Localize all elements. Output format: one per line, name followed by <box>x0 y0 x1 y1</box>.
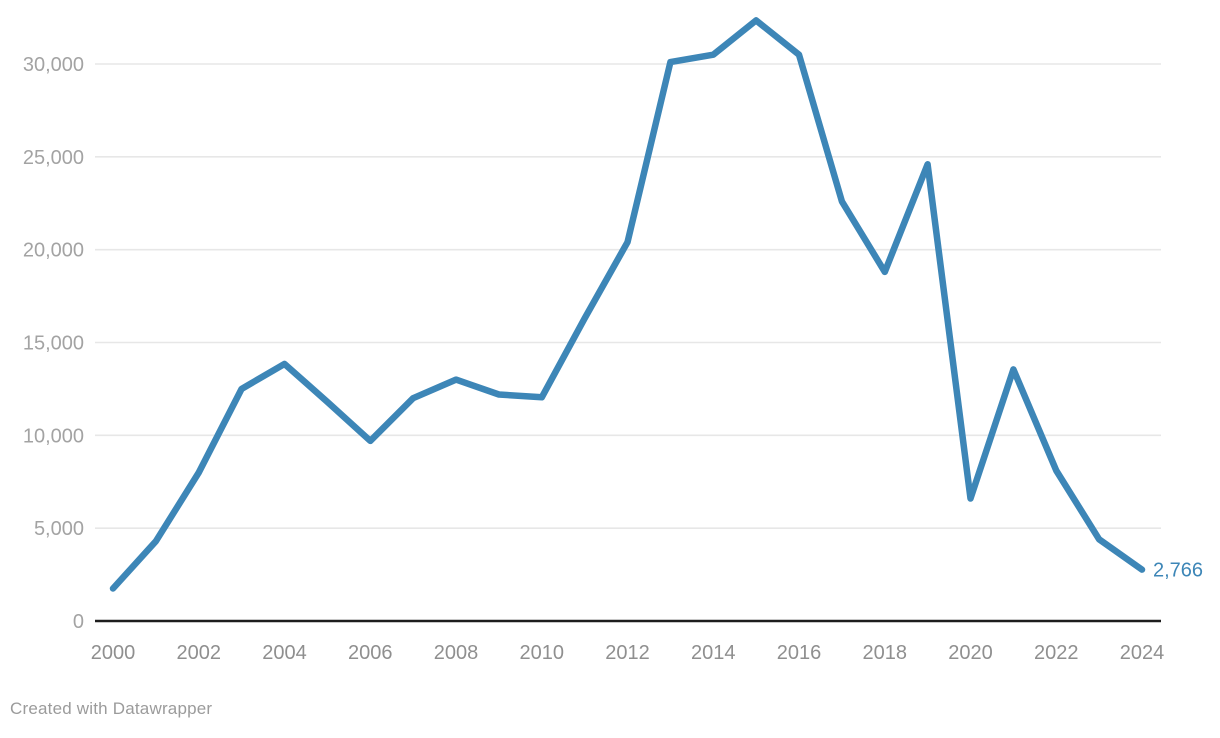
x-tick-label: 2002 <box>177 642 222 664</box>
y-tick-label: 10,000 <box>23 425 84 447</box>
end-value-label: 2,766 <box>1153 560 1203 582</box>
y-tick-label: 5,000 <box>34 518 84 540</box>
y-tick-label: 0 <box>73 611 84 633</box>
x-tick-label: 2014 <box>691 642 736 664</box>
x-tick-label: 2006 <box>348 642 393 664</box>
x-tick-label: 2016 <box>777 642 822 664</box>
x-tick-label: 2024 <box>1120 642 1165 664</box>
y-tick-label: 25,000 <box>23 147 84 169</box>
x-tick-label: 2008 <box>434 642 479 664</box>
data-line-series <box>109 17 1146 592</box>
datawrapper-attribution: Created with Datawrapper <box>10 699 213 718</box>
x-tick-label: 2020 <box>948 642 993 664</box>
y-tick-label: 30,000 <box>23 54 84 76</box>
chart-canvas: 0 5,000 10,000 15,000 20,000 25,000 30,000 2000… <box>23 17 1203 664</box>
x-tick-label: 2010 <box>520 642 565 664</box>
y-tick-label: 15,000 <box>23 333 84 355</box>
x-tick-label: 2004 <box>262 642 307 664</box>
x-tick-label: 2012 <box>605 642 650 664</box>
y-tick-label: 20,000 <box>23 240 84 262</box>
x-tick-label: 2022 <box>1034 642 1079 664</box>
x-tick-label: 2018 <box>863 642 908 664</box>
x-tick-label: 2000 <box>91 642 136 664</box>
